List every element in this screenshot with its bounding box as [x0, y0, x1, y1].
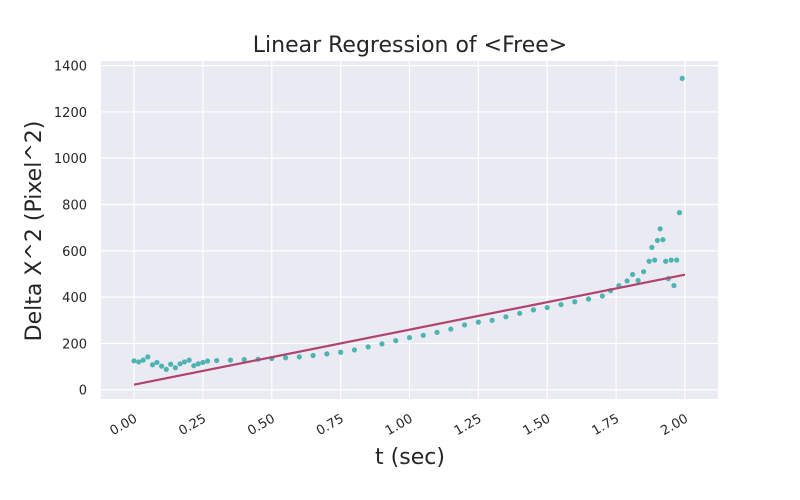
data-point — [163, 366, 169, 372]
y-tick-label: 0 — [79, 384, 87, 399]
data-point — [282, 355, 289, 361]
data-point — [489, 317, 495, 323]
data-point — [475, 319, 481, 325]
data-point — [544, 304, 550, 311]
data-point — [676, 210, 683, 216]
data-point — [668, 257, 674, 263]
data-point — [652, 257, 658, 263]
data-point — [181, 359, 188, 365]
data-point — [149, 362, 156, 368]
data-point — [204, 358, 211, 364]
x-tick-label: 1.00 — [383, 411, 416, 438]
data-point — [186, 357, 192, 363]
data-point — [635, 277, 641, 284]
data-point — [365, 344, 371, 350]
data-point — [158, 363, 165, 369]
x-tick-label: 1.25 — [452, 411, 485, 438]
x-tick-label: 0.75 — [314, 411, 347, 438]
data-point — [558, 301, 564, 308]
data-point — [214, 357, 220, 364]
y-axis-label: Delta X^2 (Pixel^2) — [22, 121, 47, 342]
data-point — [172, 365, 178, 371]
x-axis-label: t (sec) — [375, 445, 445, 470]
data-point — [624, 278, 630, 284]
data-point — [296, 354, 302, 360]
data-point — [393, 338, 399, 344]
x-tick-label: 1.75 — [590, 411, 623, 438]
data-point — [324, 351, 330, 357]
data-point — [195, 361, 201, 367]
data-point — [679, 75, 685, 81]
y-tick-label: 1000 — [54, 152, 87, 167]
x-tick-label: 1.50 — [521, 411, 554, 438]
data-point — [530, 307, 537, 313]
data-point — [227, 357, 234, 363]
data-point — [145, 354, 151, 360]
data-point — [646, 258, 652, 264]
data-point — [136, 359, 142, 365]
data-point — [191, 363, 197, 369]
y-tick-label: 1400 — [54, 60, 87, 75]
x-tick-label: 0.50 — [245, 411, 278, 438]
data-point — [674, 257, 680, 263]
data-point — [406, 335, 413, 341]
y-tick-label: 600 — [62, 245, 87, 260]
data-point — [241, 357, 247, 363]
data-point — [379, 341, 385, 347]
data-point — [177, 361, 183, 367]
chart-title: Linear Regression of <Free> — [253, 33, 567, 58]
data-point — [599, 293, 605, 299]
data-point — [503, 314, 509, 320]
data-point — [140, 357, 146, 363]
data-point — [338, 349, 344, 355]
data-point — [154, 359, 160, 366]
data-point — [434, 329, 440, 335]
data-point — [671, 282, 677, 289]
x-tick-label: 2.00 — [658, 411, 691, 438]
data-point — [310, 352, 316, 359]
data-point — [131, 358, 137, 364]
data-point — [630, 271, 636, 278]
data-point — [351, 347, 358, 353]
data-point — [200, 359, 206, 366]
data-point — [641, 269, 647, 275]
data-point — [420, 332, 426, 338]
data-point — [168, 361, 174, 367]
y-tick-label: 800 — [62, 199, 87, 214]
x-tick-label: 0.00 — [107, 411, 140, 438]
y-tick-label: 200 — [62, 337, 87, 352]
data-point — [660, 237, 666, 243]
data-point — [461, 322, 468, 328]
x-tick-label: 0.25 — [176, 411, 209, 438]
data-point — [448, 326, 454, 332]
y-tick-label: 400 — [62, 291, 87, 306]
data-point — [657, 226, 663, 232]
regression-line — [133, 273, 686, 386]
data-point — [585, 296, 592, 302]
data-point — [649, 244, 655, 250]
data-point — [517, 310, 523, 316]
y-tick-label: 1200 — [54, 106, 87, 121]
data-point — [572, 299, 578, 305]
data-point — [663, 258, 669, 264]
data-point — [654, 237, 661, 244]
